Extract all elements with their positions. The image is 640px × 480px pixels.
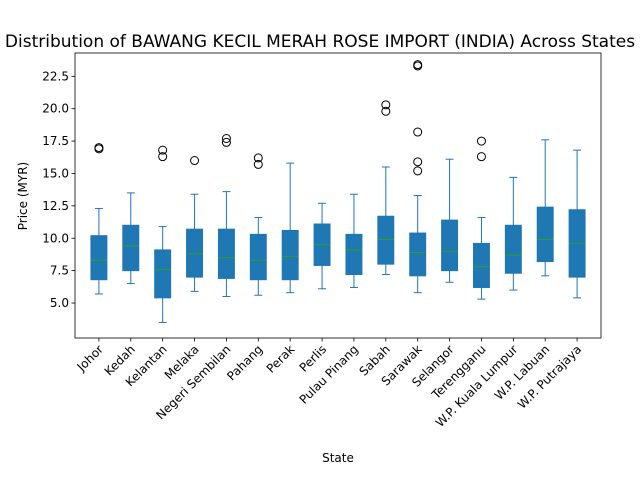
outlier-point xyxy=(476,152,486,162)
box xyxy=(249,233,267,281)
outlier-point xyxy=(253,153,263,163)
box-group xyxy=(409,60,427,294)
box xyxy=(281,229,299,281)
box-group xyxy=(568,149,586,299)
box-group xyxy=(122,192,140,285)
box-group xyxy=(313,202,331,290)
outlier-point xyxy=(221,137,231,147)
outlier-point xyxy=(413,127,423,137)
y-tick-label: 12.5 xyxy=(42,199,69,213)
outlier-point xyxy=(190,156,200,166)
y-tick-label: 15.0 xyxy=(42,166,69,180)
box xyxy=(536,206,554,263)
y-tick-label: 5.0 xyxy=(50,296,69,310)
box xyxy=(122,224,140,272)
outlier-point xyxy=(94,143,104,153)
y-axis: 5.0 7.5 10.0 12.5 15.0 17.5 20.0 22.5 xyxy=(42,69,75,310)
box-group xyxy=(345,193,363,288)
x-tick-label: Perak xyxy=(264,342,298,376)
chart-title: Distribution of BAWANG KECIL MERAH ROSE … xyxy=(5,32,635,52)
x-axis-label: State xyxy=(322,451,354,465)
y-tick-label: 20.0 xyxy=(42,102,69,116)
box-group xyxy=(377,100,395,276)
box xyxy=(90,235,108,281)
y-tick-label: 10.0 xyxy=(42,231,69,245)
box xyxy=(472,242,490,288)
box-group xyxy=(249,153,267,296)
outlier-point xyxy=(413,166,423,176)
box xyxy=(154,249,172,299)
outlier-point xyxy=(413,60,423,70)
outlier-point xyxy=(381,106,391,116)
outlier-point xyxy=(413,157,423,167)
box xyxy=(504,224,522,274)
outlier-point xyxy=(476,136,486,146)
plot-area xyxy=(90,60,586,323)
outlier-point xyxy=(221,134,231,143)
outlier-point xyxy=(158,145,168,155)
outlier-point xyxy=(253,159,263,169)
box-group xyxy=(90,143,108,295)
y-tick-label: 17.5 xyxy=(42,134,69,148)
box xyxy=(377,215,395,265)
y-tick-label: 7.5 xyxy=(50,264,69,278)
box-group xyxy=(217,134,235,298)
box xyxy=(441,219,459,272)
box xyxy=(345,233,363,276)
box-group xyxy=(281,162,299,294)
outlier-point xyxy=(158,152,168,162)
box-group xyxy=(441,158,459,283)
box xyxy=(186,228,204,278)
box-group xyxy=(504,176,522,291)
y-axis-label: Price (MYR) xyxy=(16,162,30,230)
x-tick-label: Johor xyxy=(74,342,106,374)
x-tick-label: Pahang xyxy=(224,342,265,383)
outlier-point xyxy=(381,100,391,110)
box xyxy=(409,232,427,277)
box-group xyxy=(186,156,204,292)
box-group xyxy=(472,136,490,300)
y-tick-label: 22.5 xyxy=(42,69,69,83)
box-group xyxy=(154,145,172,323)
box-group xyxy=(536,139,554,277)
plot-frame xyxy=(74,52,602,339)
box xyxy=(217,228,235,279)
